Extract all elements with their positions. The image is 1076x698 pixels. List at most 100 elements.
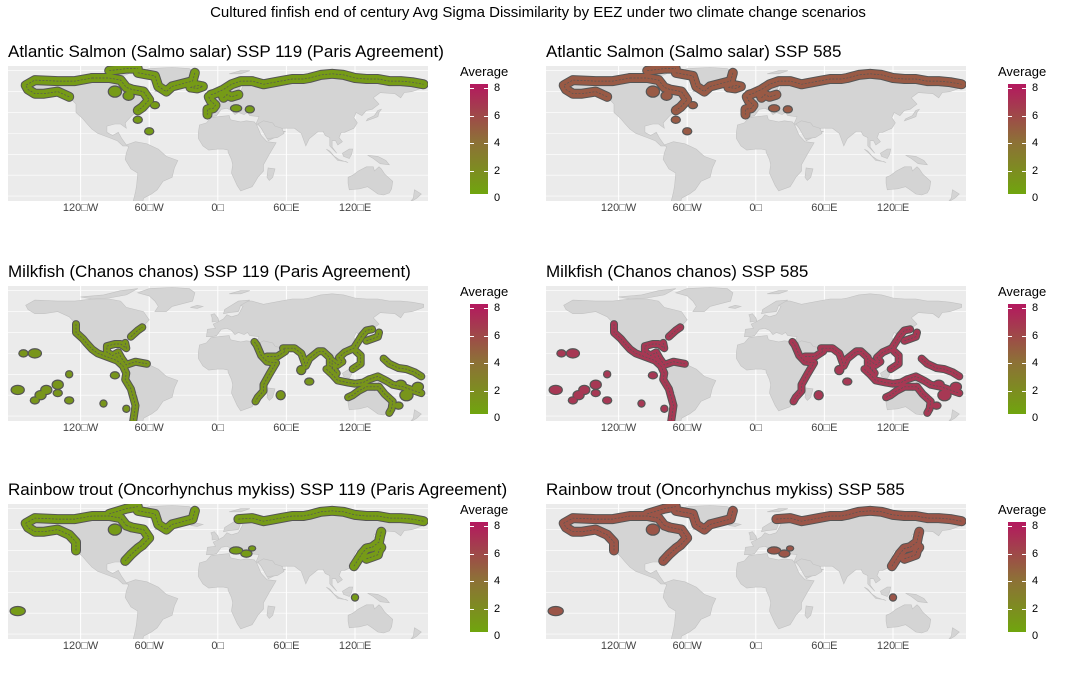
eez-border [347, 386, 394, 414]
eez-zone [671, 116, 680, 123]
longitude-label: 60□W [134, 422, 164, 434]
panel-title: Rainbow trout (Oncorhynchus mykiss) SSP … [8, 480, 508, 499]
land-new-zealand [948, 627, 960, 639]
eez-border [675, 72, 734, 93]
eez-zone [683, 128, 692, 135]
longitude-label: 60□W [672, 202, 702, 214]
eez-zone [395, 380, 406, 389]
eez-zone [950, 382, 961, 391]
legend-tick-mark [1022, 636, 1026, 637]
eez-border [371, 531, 382, 548]
legend-tick-mark [470, 335, 474, 337]
legend-tick: 8 [1032, 520, 1039, 532]
legend-title: Average [998, 502, 1047, 517]
eez-zone [890, 594, 896, 601]
legend-tick: 8 [494, 82, 501, 94]
legend-tick-mark [484, 636, 488, 637]
land-new-zealand [410, 627, 422, 639]
eez-zone [133, 116, 142, 123]
legend-tick-mark [1022, 170, 1026, 172]
eez-border [792, 341, 815, 402]
longitude-label: 60□E [811, 640, 838, 652]
eez-border [366, 547, 382, 560]
legend-tick-mark [470, 418, 474, 419]
legend-tick-mark [1008, 198, 1012, 199]
land-arabia [257, 120, 285, 139]
land-arabia [795, 558, 823, 577]
eez-border [190, 84, 205, 89]
eez-zone [65, 397, 74, 404]
land-australia [885, 604, 932, 634]
legend-tick: 4 [494, 575, 501, 587]
land-arabia [795, 120, 823, 139]
eez-zones [9, 504, 428, 617]
legend-tick-mark [470, 170, 474, 172]
eez-zones [20, 66, 428, 136]
eez-zone [245, 106, 254, 113]
eez-zone [53, 390, 62, 397]
eez-zone [145, 128, 154, 135]
eez-map [8, 66, 428, 201]
panel-title: Rainbow trout (Oncorhynchus mykiss) SSP … [546, 480, 905, 499]
longitude-label: 0□ [211, 202, 225, 214]
eez-border [761, 94, 777, 99]
land-madagascar [804, 167, 814, 181]
eez-zone [66, 371, 73, 378]
eez-zone [10, 607, 25, 616]
land-new-guinea [905, 593, 928, 604]
legend-tick: 2 [494, 384, 501, 397]
eez-zone [579, 385, 590, 394]
color-legend: Average 8 6 4 2 0 [460, 502, 530, 652]
land-africa [736, 553, 815, 630]
longitude-label: 60□E [273, 640, 300, 652]
legend-tick-mark [1008, 526, 1012, 527]
legend-tick-mark [470, 553, 474, 555]
eez-border [909, 531, 920, 548]
eez-zones [547, 504, 966, 617]
eez-zone [110, 372, 119, 379]
land-iceland [728, 522, 743, 527]
eez-zone [231, 105, 242, 112]
legend-tick: 6 [494, 109, 501, 122]
legend-tick: 6 [1032, 109, 1039, 122]
legend-tick-mark [470, 581, 474, 582]
eez-border [137, 510, 196, 531]
panel-title: Milkfish (Chanos chanos) SSP 585 [546, 262, 809, 281]
legend-tick-mark [1022, 88, 1026, 89]
eez-zone [41, 385, 52, 394]
legend-tick: 8 [494, 520, 501, 532]
legend-tick: 6 [494, 547, 501, 560]
land-indonesia [864, 586, 887, 601]
eez-zone [100, 400, 107, 407]
legend-tick: 8 [1032, 82, 1039, 94]
land-svalbard [767, 70, 788, 75]
eez-border [207, 96, 216, 115]
eez-border [366, 332, 380, 342]
eez-zone [638, 400, 645, 407]
eez-map [8, 286, 428, 421]
color-legend: Average 8 6 4 2 0 [998, 284, 1068, 434]
longitude-label: 0□ [211, 640, 225, 652]
eez-zone [768, 547, 781, 554]
legend-tick: 0 [1032, 192, 1039, 204]
legend-tick-mark [1022, 335, 1026, 337]
land-iceland [190, 304, 205, 309]
longitude-label: 120□E [876, 640, 910, 652]
land-arabia [257, 558, 285, 577]
eez-map [546, 286, 966, 421]
eez-map [546, 66, 966, 201]
legend-colorbar [470, 84, 488, 194]
color-legend: Average 8 6 4 2 0 [998, 64, 1068, 214]
eez-zone [400, 390, 413, 401]
legend-title: Average [460, 502, 509, 517]
eez-border [563, 77, 631, 98]
legend-tick-mark [470, 88, 474, 89]
legend-tick: 2 [1032, 164, 1039, 177]
legend-tick: 8 [494, 302, 501, 314]
land-indonesia [864, 148, 887, 163]
longitude-label: 120□W [600, 422, 637, 434]
eez-border [25, 515, 127, 551]
legend-tick-mark [1008, 170, 1012, 172]
eez-border [238, 510, 424, 522]
landmasses [25, 67, 424, 201]
